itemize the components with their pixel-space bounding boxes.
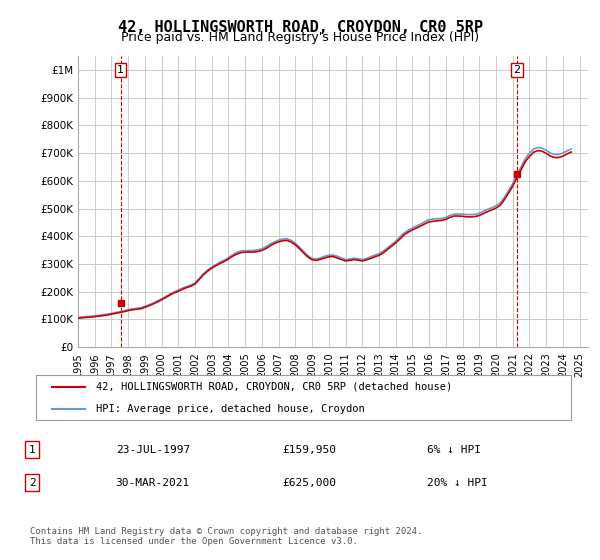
Text: 6% ↓ HPI: 6% ↓ HPI bbox=[427, 445, 481, 455]
Text: 2: 2 bbox=[29, 478, 35, 488]
Text: £625,000: £625,000 bbox=[283, 478, 337, 488]
Text: 1: 1 bbox=[117, 65, 124, 74]
Text: 42, HOLLINGSWORTH ROAD, CROYDON, CR0 5RP (detached house): 42, HOLLINGSWORTH ROAD, CROYDON, CR0 5RP… bbox=[96, 381, 452, 391]
Text: 20% ↓ HPI: 20% ↓ HPI bbox=[427, 478, 487, 488]
Text: 1: 1 bbox=[29, 445, 35, 455]
Text: Contains HM Land Registry data © Crown copyright and database right 2024.
This d: Contains HM Land Registry data © Crown c… bbox=[30, 526, 422, 546]
Text: 23-JUL-1997: 23-JUL-1997 bbox=[116, 445, 190, 455]
Text: HPI: Average price, detached house, Croydon: HPI: Average price, detached house, Croy… bbox=[96, 404, 365, 414]
Text: 2: 2 bbox=[513, 65, 520, 74]
Text: 30-MAR-2021: 30-MAR-2021 bbox=[116, 478, 190, 488]
Text: £159,950: £159,950 bbox=[283, 445, 337, 455]
Text: 42, HOLLINGSWORTH ROAD, CROYDON, CR0 5RP: 42, HOLLINGSWORTH ROAD, CROYDON, CR0 5RP bbox=[118, 20, 482, 35]
Text: Price paid vs. HM Land Registry's House Price Index (HPI): Price paid vs. HM Land Registry's House … bbox=[121, 31, 479, 44]
FancyBboxPatch shape bbox=[35, 375, 571, 420]
